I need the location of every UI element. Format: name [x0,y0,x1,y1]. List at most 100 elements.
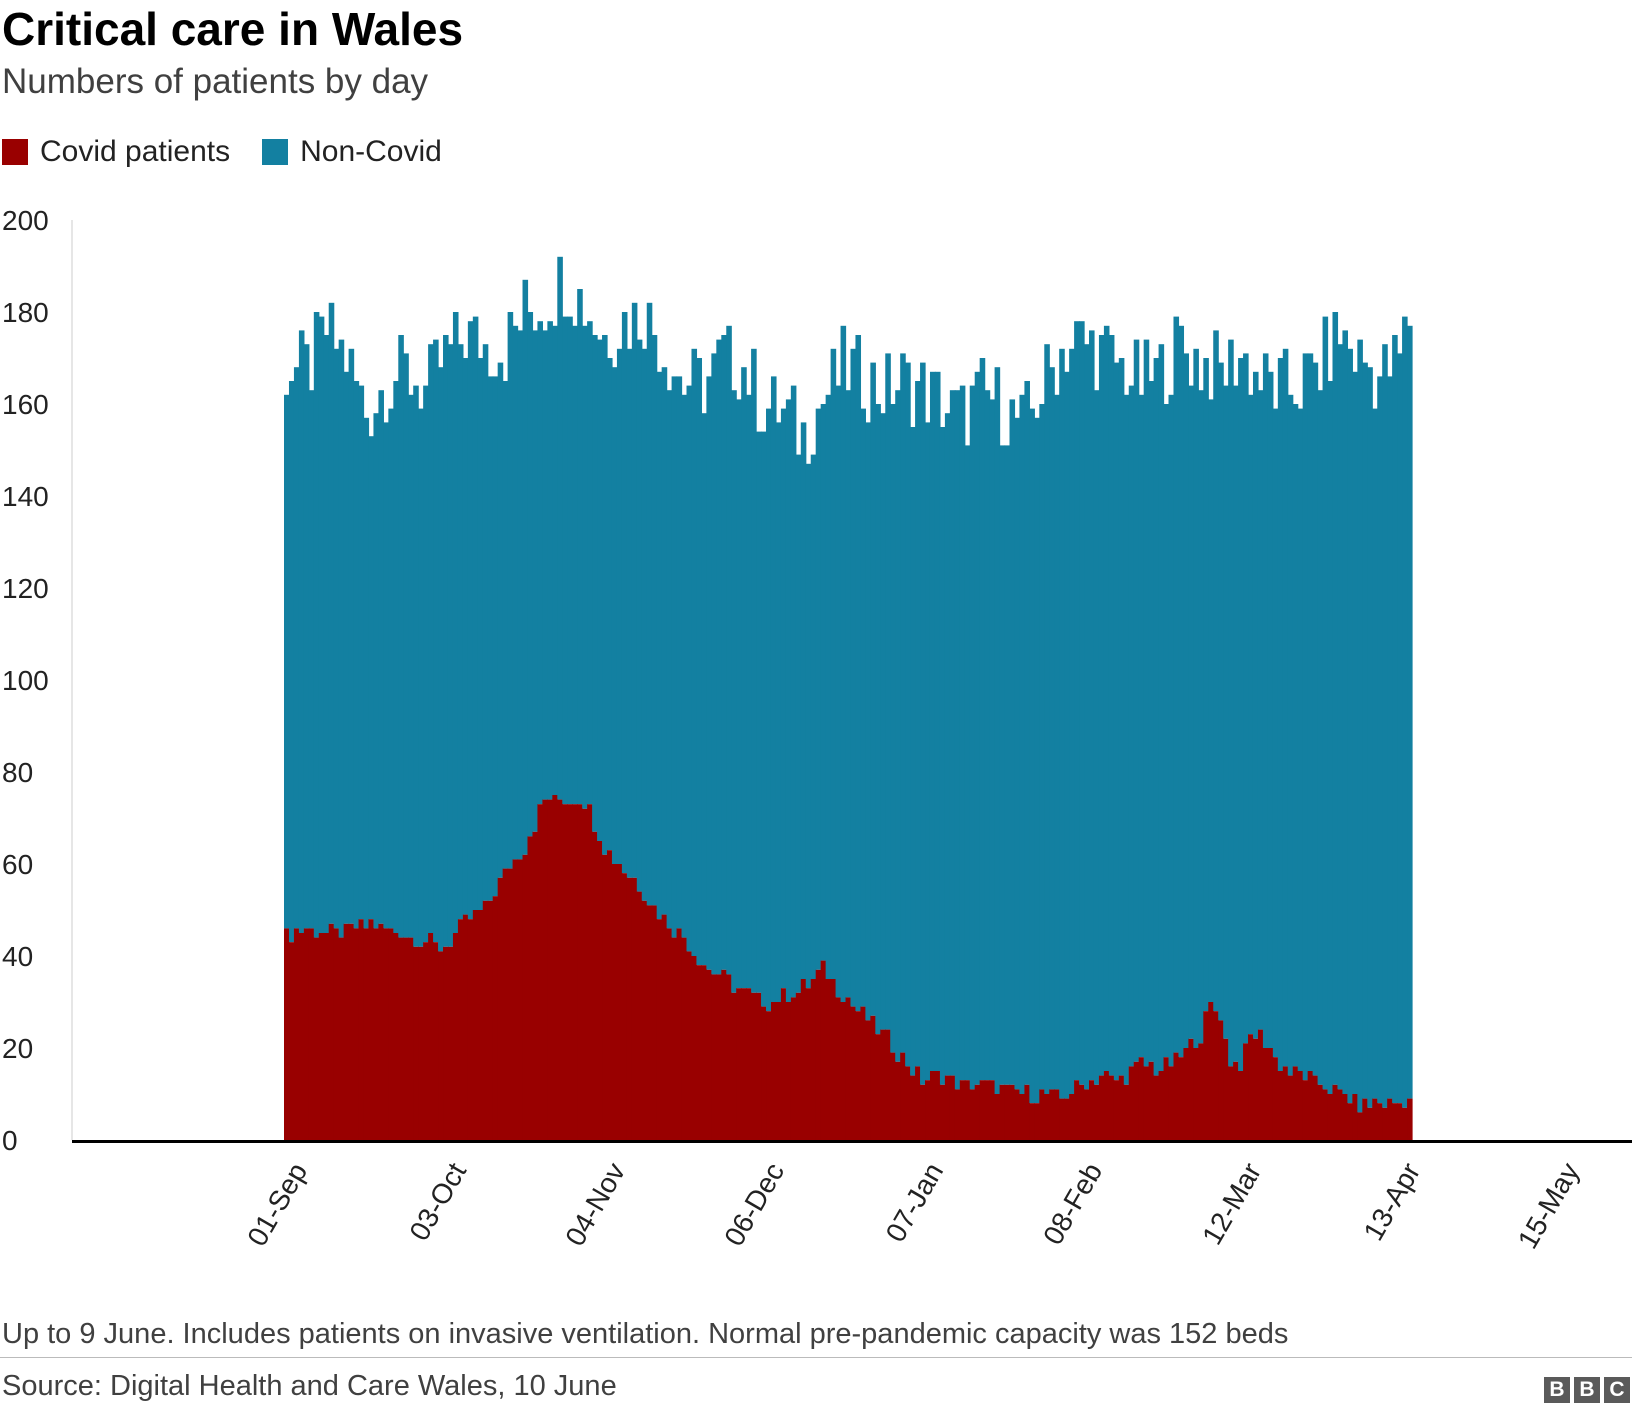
bar-covid [1287,1075,1294,1140]
bar-covid [507,868,514,1140]
bar-covid [1074,1080,1080,1140]
bar-non-covid [676,376,683,929]
bar-covid [1233,1061,1239,1140]
bar-non-covid [527,312,534,837]
bar-non-covid [691,348,698,956]
bar-non-covid [1098,335,1105,1076]
bar-covid [905,1066,911,1140]
bar-covid [284,928,290,1140]
bar-non-covid [1108,335,1115,1076]
bar-covid [438,951,444,1140]
bar-covid [298,933,305,1140]
x-tick-label: 01-Sep [241,1158,313,1252]
bar-non-covid [607,358,613,851]
legend-label-non-covid: Non-Covid [300,135,442,168]
bar-covid [939,1084,946,1140]
bar-non-covid [1173,316,1180,1053]
bar-non-covid [716,339,722,975]
bar-non-covid [974,371,981,1085]
bar-non-covid [761,431,767,1007]
bar-covid [929,1071,936,1140]
bar-covid [348,923,355,1140]
bar-non-covid [1267,371,1274,1048]
bar-covid [701,965,707,1140]
bar-covid [890,1052,896,1140]
bar-covid [447,946,454,1140]
bar-non-covid [885,353,891,1030]
legend-label-covid: Covid patients [40,135,231,168]
bar-non-covid [1397,353,1403,1104]
bar-non-covid [452,312,459,933]
bar-non-covid [1223,385,1229,1039]
bar-covid [388,928,394,1140]
y-tick-label: 40 [2,941,33,972]
bar-non-covid [1307,353,1314,1071]
bar-covid [318,933,325,1140]
bar-non-covid [815,408,822,970]
bar-non-covid [666,390,673,929]
y-tick-label: 140 [2,481,49,512]
bar-covid [860,1006,866,1140]
bar-covid [1307,1071,1314,1140]
bar-covid [1302,1080,1309,1140]
bar-non-covid [1004,445,1011,1085]
bar-covid [1193,1048,1199,1140]
bar-non-covid [1024,381,1030,1085]
bar-non-covid [313,312,320,938]
bar-non-covid [671,376,678,938]
bar-covid [646,905,653,1140]
bar-covid [900,1052,906,1140]
bar-covid [477,910,484,1140]
bar-covid [810,979,817,1140]
bar-covid [522,854,529,1140]
bar-non-covid [1198,390,1204,1044]
bar-covid [1397,1103,1403,1140]
bar-covid [462,914,469,1140]
bar-non-covid [542,330,548,800]
bar-non-covid [1327,381,1334,1094]
bar-non-covid [462,358,469,915]
bar-covid [1332,1084,1339,1140]
bar-non-covid [770,376,777,1002]
bar-covid [1252,1038,1259,1140]
bar-non-covid [338,339,345,938]
bar-covid [959,1080,966,1140]
bar-covid [512,859,519,1140]
bar-non-covid [1103,325,1110,1071]
bar-non-covid [507,312,514,869]
bar-non-covid [880,413,886,1030]
bar-covid [1203,1011,1209,1140]
bar-covid [1387,1098,1393,1140]
bar-covid [766,1011,772,1140]
bar-covid [1357,1112,1363,1140]
bar-covid [641,900,648,1140]
bar-covid [1297,1071,1304,1140]
bar-covid [1367,1107,1373,1140]
bar-covid [949,1075,956,1140]
bar-non-covid [731,390,737,993]
bar-covid [895,1061,901,1140]
bar-covid [840,1002,847,1140]
bar-covid [1024,1084,1030,1140]
bar-covid [373,928,380,1140]
bar-non-covid [1044,344,1050,1094]
bar-non-covid [482,344,489,901]
bar-covid [631,877,638,1140]
y-tick-label: 60 [2,849,33,880]
bar-non-covid [1372,408,1378,1099]
bar-non-covid [979,358,986,1081]
bar-covid [1282,1066,1289,1140]
bar-non-covid [1074,321,1080,1081]
bar-non-covid [959,385,966,1081]
bar-covid [964,1080,971,1140]
bar-non-covid [1014,417,1021,1090]
bar-non-covid [467,321,474,920]
bar-non-covid [890,404,896,1053]
bar-covid [835,997,842,1140]
bar-non-covid [1292,404,1299,1067]
bar-non-covid [1357,339,1363,1113]
bar-non-covid [989,399,996,1081]
bbc-logo-letter-2: B [1574,1377,1600,1403]
bar-non-covid [492,376,499,897]
bar-covid [1312,1075,1319,1140]
